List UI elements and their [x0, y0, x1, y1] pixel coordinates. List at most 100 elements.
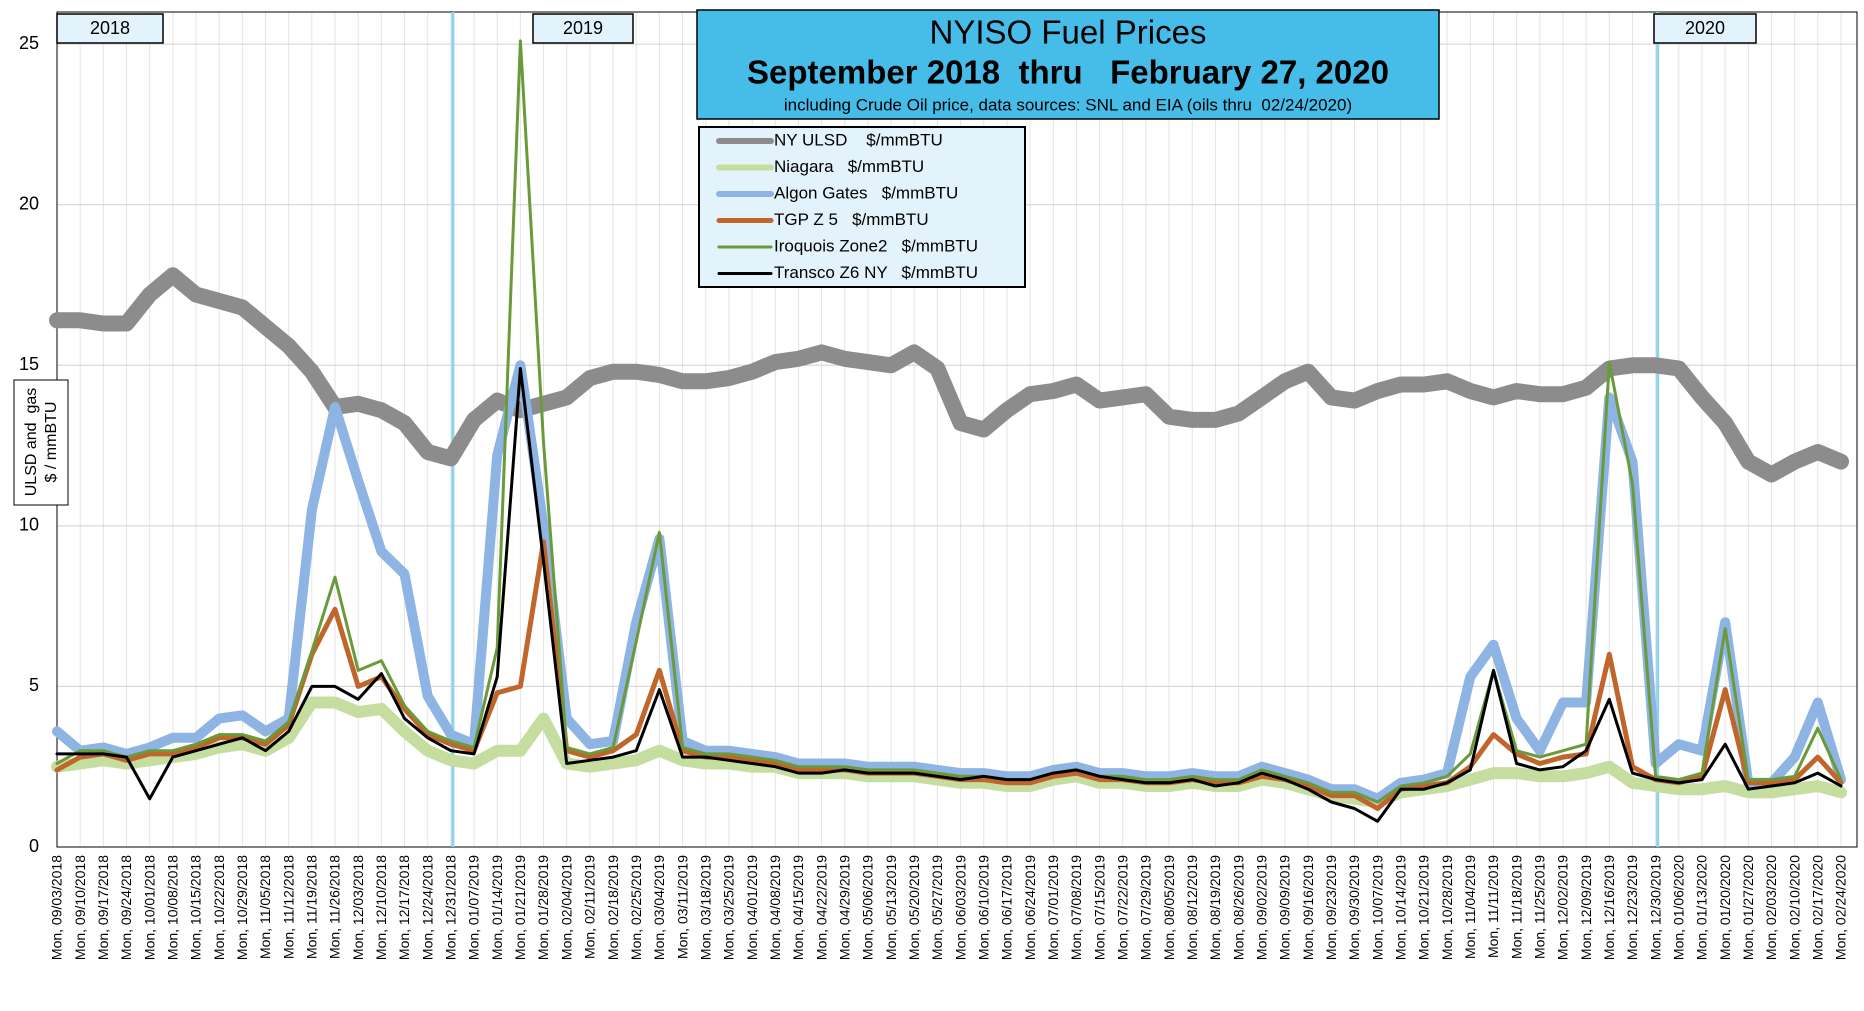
x-tick-label: Mon, 11/18/2019 — [1508, 855, 1524, 959]
year-label: 2019 — [563, 18, 603, 38]
legend-box — [698, 126, 1026, 288]
chart-title: NYISO Fuel Prices — [930, 14, 1207, 51]
x-tick-label: Mon, 05/13/2019 — [883, 855, 899, 960]
x-tick-label: Mon, 04/29/2019 — [836, 855, 852, 960]
y-tick-label: 15 — [19, 354, 39, 374]
x-tick-label: Mon, 05/27/2019 — [929, 855, 945, 960]
x-tick-label: Mon, 02/03/2020 — [1763, 855, 1779, 960]
x-tick-label: Mon, 09/23/2019 — [1323, 855, 1339, 960]
x-tick-label: Mon, 11/19/2018 — [304, 855, 320, 959]
legend-label: Niagara $/mmBTU — [774, 157, 924, 176]
x-tick-label: Mon, 04/15/2019 — [790, 855, 806, 960]
x-tick-label: Mon, 06/10/2019 — [975, 855, 991, 960]
x-tick-label: Mon, 01/21/2019 — [512, 855, 528, 960]
x-tick-label: Mon, 01/27/2020 — [1740, 855, 1756, 960]
x-tick-label: Mon, 06/24/2019 — [1022, 855, 1038, 960]
year-box — [1653, 13, 1757, 44]
x-tick-label: Mon, 10/08/2018 — [165, 855, 181, 960]
x-tick-label: Mon, 08/12/2019 — [1184, 855, 1200, 960]
x-tick-label: Mon, 04/08/2019 — [767, 855, 783, 960]
x-tick-label: Mon, 01/06/2020 — [1671, 855, 1687, 960]
series-line — [55, 39, 1843, 804]
x-tick-label: Mon, 07/22/2019 — [1114, 855, 1130, 960]
y-axis-label: ULSD and gas — [23, 388, 40, 497]
x-tick-label: Mon, 01/28/2019 — [535, 855, 551, 960]
x-tick-label: Mon, 03/18/2019 — [697, 855, 713, 960]
x-tick-label: Mon, 02/04/2019 — [558, 855, 574, 960]
x-tick-label: Mon, 11/05/2018 — [257, 855, 273, 959]
x-tick-label: Mon, 03/04/2019 — [651, 855, 667, 960]
x-tick-label: Mon, 03/11/2019 — [674, 855, 690, 959]
x-tick-label: Mon, 12/10/2018 — [373, 855, 389, 960]
x-tick-label: Mon, 09/02/2019 — [1253, 855, 1269, 960]
x-tick-label: Mon, 09/30/2019 — [1346, 855, 1362, 960]
x-tick-label: Mon, 12/17/2018 — [396, 855, 412, 960]
x-tick-label: Mon, 12/16/2019 — [1601, 855, 1617, 960]
x-tick-label: Mon, 03/25/2019 — [721, 855, 737, 960]
y-axis-label: $ / mmBTU — [43, 402, 60, 483]
series-line — [49, 267, 1849, 483]
x-tick-label: Mon, 08/26/2019 — [1230, 855, 1246, 960]
x-tick-label: Mon, 08/19/2019 — [1207, 855, 1223, 960]
x-tick-label: Mon, 02/18/2019 — [605, 855, 621, 960]
x-tick-label: Mon, 11/26/2018 — [327, 855, 343, 959]
overlay: NYISO Fuel Prices September 2018 thru Fe… — [13, 9, 1757, 506]
x-tick-label: Mon, 02/25/2019 — [628, 855, 644, 960]
x-tick-label: Mon, 12/03/2018 — [350, 855, 366, 960]
y-tick-label: 0 — [29, 836, 39, 856]
x-tick-label: Mon, 11/04/2019 — [1462, 855, 1478, 959]
x-tick-label: Mon, 07/01/2019 — [1045, 855, 1061, 960]
x-tick-label: Mon, 10/29/2018 — [234, 855, 250, 960]
y-tick-label: 5 — [29, 675, 39, 695]
x-tick-label: Mon, 09/16/2019 — [1300, 855, 1316, 960]
x-tick-label: Mon, 01/13/2020 — [1694, 855, 1710, 960]
year-box — [532, 13, 634, 44]
x-tick-label: Mon, 12/09/2019 — [1578, 855, 1594, 960]
series-line — [55, 367, 1843, 823]
x-tick-label: Mon, 06/03/2019 — [952, 855, 968, 960]
x-tick-label: Mon, 01/14/2019 — [489, 855, 505, 960]
y-tick-label: 10 — [19, 515, 39, 535]
title-box — [696, 9, 1440, 120]
x-tick-label: Mon, 05/06/2019 — [860, 855, 876, 960]
x-tick-label: Mon, 12/31/2018 — [443, 855, 459, 960]
x-tick-label: Mon, 02/10/2020 — [1786, 855, 1802, 960]
lines — [49, 39, 1849, 823]
y-label-box — [13, 379, 69, 506]
chart-note: including Crude Oil price, data sources:… — [784, 95, 1352, 114]
x-tick-label: Mon, 12/30/2019 — [1647, 855, 1663, 960]
x-tick-label: Mon, 10/14/2019 — [1392, 855, 1408, 960]
x-tick-label: Mon, 07/15/2019 — [1091, 855, 1107, 960]
x-tick-label: Mon, 12/23/2019 — [1624, 855, 1640, 960]
legend-label: Algon Gates $/mmBTU — [774, 183, 958, 202]
legend-label: Iroquois Zone2 $/mmBTU — [774, 236, 978, 255]
legend-label: Transco Z6 NY $/mmBTU — [774, 263, 978, 282]
x-tick-label: Mon, 07/08/2019 — [1068, 855, 1084, 960]
x-tick-label: Mon, 09/09/2019 — [1277, 855, 1293, 960]
x-tick-label: Mon, 02/24/2020 — [1833, 855, 1849, 960]
x-tick-label: Mon, 09/24/2018 — [118, 855, 134, 960]
x-tick-label: Mon, 09/10/2018 — [72, 855, 88, 960]
x-tick-label: Mon, 12/24/2018 — [419, 855, 435, 960]
year-box — [56, 13, 164, 44]
year-label: 2018 — [90, 18, 130, 38]
legend-label: TGP Z 5 $/mmBTU — [774, 210, 929, 229]
x-tick-label: Mon, 05/20/2019 — [906, 855, 922, 960]
x-tick-label: Mon, 10/21/2019 — [1416, 855, 1432, 960]
chart-subtitle: September 2018 thru February 27, 2020 — [747, 54, 1389, 91]
x-tick-label: Mon, 10/15/2018 — [188, 855, 204, 960]
series-line — [51, 696, 1847, 808]
x-tick-label: Mon, 01/20/2020 — [1717, 855, 1733, 960]
x-tick-label: Mon, 10/07/2019 — [1369, 855, 1385, 960]
y-tick-label: 25 — [19, 33, 39, 53]
x-tick-label: Mon, 01/07/2019 — [466, 855, 482, 960]
legend-label: NY ULSD $/mmBTU — [774, 130, 943, 149]
x-tick-label: Mon, 06/17/2019 — [999, 855, 1015, 960]
x-tick-label: Mon, 09/17/2018 — [95, 855, 111, 960]
x-tick-label: Mon, 08/05/2019 — [1161, 855, 1177, 960]
x-tick-label: Mon, 10/22/2018 — [211, 855, 227, 960]
series-line — [52, 360, 1846, 804]
x-tick-label: Mon, 11/12/2018 — [280, 855, 296, 959]
x-tick-label: Mon, 10/01/2018 — [141, 855, 157, 960]
